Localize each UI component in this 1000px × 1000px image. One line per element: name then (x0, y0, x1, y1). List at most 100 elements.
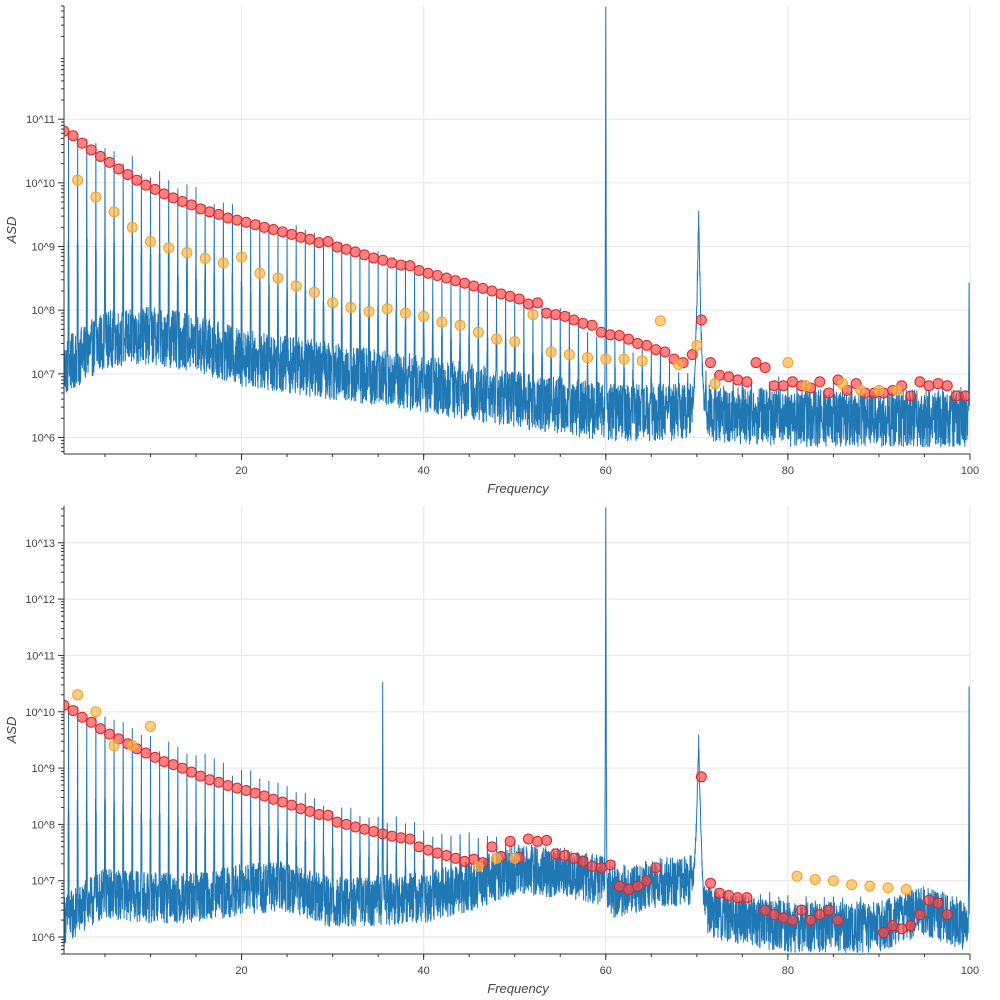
data-point-marker (704, 357, 716, 369)
data-point-marker (522, 298, 534, 310)
data-point-marker (896, 923, 908, 935)
data-point-marker (249, 787, 261, 799)
data-point-marker (527, 309, 539, 321)
data-point-marker (823, 387, 835, 399)
y-tick-label: 10^6 (31, 932, 55, 944)
data-point-marker (650, 862, 662, 874)
data-point-marker (732, 892, 744, 904)
data-point-marker (90, 706, 102, 718)
data-point-marker (732, 374, 744, 386)
data-point-marker (632, 880, 644, 892)
data-point-marker (422, 267, 434, 279)
data-point-marker (814, 909, 826, 921)
data-point-marker (714, 887, 726, 899)
data-point-marker (632, 337, 644, 349)
data-point-marker (618, 353, 630, 365)
x-tick-label: 100 (961, 465, 979, 477)
data-point-marker (286, 799, 298, 811)
x-tick-label: 20 (235, 465, 247, 477)
y-axis-title: ASD (4, 717, 19, 745)
data-point-marker (577, 855, 589, 867)
data-point-marker (723, 371, 735, 383)
data-point-marker (522, 833, 534, 845)
data-point-marker (199, 252, 211, 264)
data-point-marker (108, 206, 120, 218)
data-point-marker (331, 816, 343, 828)
data-point-marker (267, 223, 279, 235)
data-point-marker (673, 359, 685, 371)
data-point-marker (654, 315, 666, 327)
data-point-marker (195, 203, 207, 215)
data-point-marker (377, 254, 389, 266)
data-point-marker (809, 874, 821, 886)
data-point-marker (204, 206, 216, 218)
data-point-marker (459, 277, 471, 289)
x-tick-label: 100 (961, 965, 979, 977)
data-point-marker (504, 835, 516, 847)
data-point-marker (72, 174, 84, 186)
data-point-marker (386, 257, 398, 269)
data-point-marker (345, 302, 357, 314)
data-point-marker (759, 904, 771, 916)
data-point-marker (126, 740, 138, 752)
y-tick-label: 10^8 (31, 305, 55, 317)
data-point-marker (900, 883, 912, 895)
data-point-marker (796, 904, 808, 916)
data-point-marker (691, 339, 703, 351)
data-point-marker (905, 390, 917, 402)
data-point-marker (222, 780, 234, 792)
data-point-marker (864, 880, 876, 892)
data-point-marker (258, 790, 270, 802)
y-tick-label: 10^7 (31, 876, 55, 888)
data-point-marker (85, 716, 97, 728)
data-point-marker (709, 378, 721, 390)
data-point-marker (404, 260, 416, 272)
y-tick-label: 10^13 (25, 538, 55, 550)
data-point-marker (349, 246, 361, 258)
data-point-marker (595, 326, 607, 338)
data-point-marker (472, 860, 484, 872)
data-point-marker (368, 252, 380, 264)
data-point-marker (436, 316, 448, 328)
x-tick-label: 40 (418, 465, 430, 477)
data-point-marker (545, 346, 557, 358)
data-point-marker (768, 909, 780, 921)
data-point-marker (340, 818, 352, 830)
data-point-marker (76, 137, 88, 149)
data-point-marker (832, 914, 844, 926)
axes: 20 40 60 80 100 10^6 10^7 10^8 10^9 10^10 10^11 10^… (25, 506, 979, 977)
data-point-marker (313, 808, 325, 820)
marker-series-2 (72, 174, 903, 396)
marker-series-2 (72, 689, 912, 895)
data-point-marker (399, 307, 411, 319)
marker-series-1 (64, 125, 970, 402)
data-point-marker (495, 288, 507, 300)
top-asd-panel: 20 40 60 80 100 10^6 10^7 10^8 10^9 10^10 10^11 Fre… (4, 5, 979, 496)
data-point-marker (64, 125, 70, 137)
data-point-marker (623, 883, 635, 895)
data-point-marker (723, 889, 735, 901)
data-point-marker (786, 376, 798, 388)
data-point-marker (236, 251, 248, 263)
data-point-marker (94, 150, 106, 162)
data-point-marker (559, 850, 571, 862)
data-point-marker (686, 349, 698, 361)
data-point-marker (295, 231, 307, 243)
data-point-marker (440, 850, 452, 862)
data-point-marker (782, 357, 794, 369)
marker-series-1 (64, 699, 953, 939)
data-point-marker (104, 156, 116, 168)
data-point-marker (76, 711, 88, 723)
y-tick-label: 10^6 (31, 432, 55, 444)
data-point-marker (459, 855, 471, 867)
data-point-marker (959, 390, 970, 402)
data-point-marker (509, 336, 521, 348)
data-point-marker (559, 310, 571, 322)
data-point-marker (568, 314, 580, 326)
bottom-asd-panel: 20 40 60 80 100 10^6 10^7 10^8 10^9 10^10 10^11 10^… (0, 500, 1000, 1000)
data-point-marker (914, 909, 926, 921)
data-point-marker (531, 297, 543, 309)
data-point-marker (877, 927, 889, 939)
data-point-marker (149, 183, 161, 195)
data-point-marker (167, 759, 179, 771)
